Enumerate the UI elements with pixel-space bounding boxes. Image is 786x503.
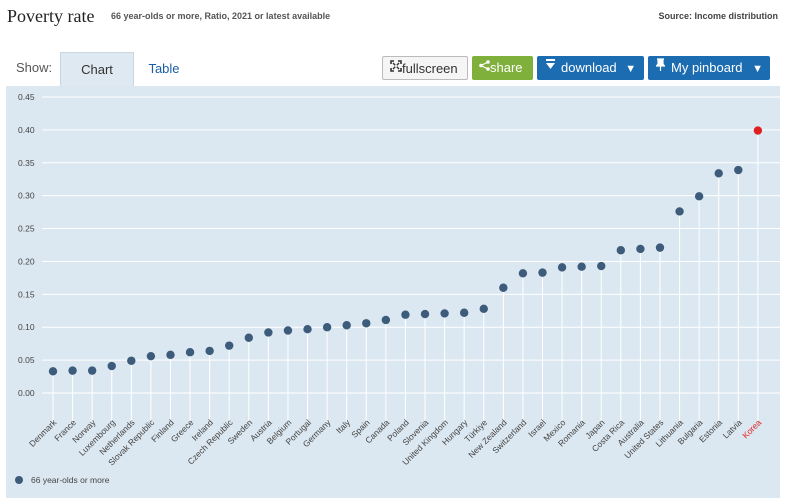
data-point[interactable] <box>342 321 351 330</box>
data-point[interactable] <box>557 263 567 272</box>
caret-down-icon: ▼ <box>752 63 764 75</box>
y-tick-label: 0.05 <box>18 355 35 365</box>
data-point[interactable] <box>499 283 508 292</box>
y-tick-label: 0.35 <box>18 158 35 168</box>
data-point[interactable] <box>714 169 723 178</box>
lollipop-chart: 0.00 0.05 0.10 0.15 0.20 0.25 0.30 0.35 0.40 0.45… <box>6 86 780 498</box>
data-point[interactable] <box>440 309 449 318</box>
fullscreen-button[interactable]: fullscreen <box>382 56 468 80</box>
data-point[interactable] <box>362 319 371 328</box>
download-label: download <box>561 60 617 75</box>
data-point[interactable] <box>185 348 195 357</box>
share-icon <box>479 55 490 79</box>
chart-area: 0.00 0.05 0.10 0.15 0.20 0.25 0.30 0.35 0.40 0.45… <box>6 86 780 498</box>
data-point[interactable] <box>205 346 214 356</box>
data-point[interactable] <box>322 323 332 332</box>
chart-subtitle: 66 year-olds or more, Ratio, 2021 or lat… <box>111 11 331 21</box>
data-point[interactable] <box>87 366 97 375</box>
y-tick-label: 0.00 <box>18 388 35 398</box>
y-tick-label: 0.30 <box>18 191 35 201</box>
data-point[interactable] <box>420 309 430 319</box>
fullscreen-icon <box>390 56 402 80</box>
data-point[interactable] <box>694 192 704 201</box>
y-tick-label: 0.20 <box>18 256 35 266</box>
data-point[interactable] <box>48 367 58 376</box>
data-point[interactable] <box>597 261 606 271</box>
show-label: Show: <box>16 60 53 75</box>
data-point[interactable] <box>381 315 391 325</box>
data-point[interactable] <box>459 308 469 317</box>
legend-marker <box>15 476 23 484</box>
data-point[interactable] <box>655 243 665 252</box>
caret-down-icon: ▼ <box>625 63 637 75</box>
pinboard-button[interactable]: My pinboard ▼ <box>648 56 770 80</box>
tab-chart[interactable]: Chart <box>60 52 134 86</box>
data-point[interactable] <box>577 262 586 271</box>
tab-table[interactable]: Table <box>148 61 180 76</box>
data-point[interactable] <box>303 324 312 334</box>
data-point[interactable] <box>479 304 488 314</box>
share-label: share <box>490 60 523 75</box>
pinboard-label: My pinboard <box>671 60 743 75</box>
data-point[interactable] <box>616 246 626 255</box>
fullscreen-label: fullscreen <box>402 61 458 76</box>
data-point[interactable] <box>225 341 234 350</box>
data-point[interactable] <box>107 361 116 371</box>
y-tick-label: 0.15 <box>18 289 35 299</box>
plot-background <box>6 86 780 498</box>
data-point[interactable] <box>636 244 645 254</box>
download-button[interactable]: download ▼ <box>537 56 644 80</box>
page-title: Poverty rate <box>7 6 95 26</box>
data-point[interactable] <box>166 350 175 360</box>
y-tick-label: 0.10 <box>18 322 35 332</box>
y-tick-label: 0.25 <box>18 224 35 234</box>
source-link[interactable]: Source: Income distribution <box>658 11 778 21</box>
download-icon <box>545 55 556 79</box>
data-point[interactable] <box>734 165 743 175</box>
data-point[interactable] <box>68 366 77 375</box>
data-point[interactable] <box>753 126 763 135</box>
share-button[interactable]: share <box>472 56 533 80</box>
data-point[interactable] <box>264 328 273 337</box>
data-point[interactable] <box>538 268 547 277</box>
data-point[interactable] <box>518 269 528 278</box>
chart-toolbar: Show: Chart Table fullscreen share downl… <box>6 52 780 86</box>
data-point[interactable] <box>283 326 293 335</box>
chart-header: Poverty rate 66 year-olds or more, Ratio… <box>0 0 786 34</box>
y-tick-label: 0.45 <box>18 92 35 102</box>
pin-icon <box>655 55 666 79</box>
data-point[interactable] <box>127 356 136 365</box>
data-point[interactable] <box>401 310 410 319</box>
data-point[interactable] <box>244 333 253 342</box>
data-point[interactable] <box>146 351 156 361</box>
y-tick-label: 0.40 <box>18 125 35 135</box>
data-point[interactable] <box>675 207 684 216</box>
legend-label: 66 year-olds or more <box>31 475 110 485</box>
